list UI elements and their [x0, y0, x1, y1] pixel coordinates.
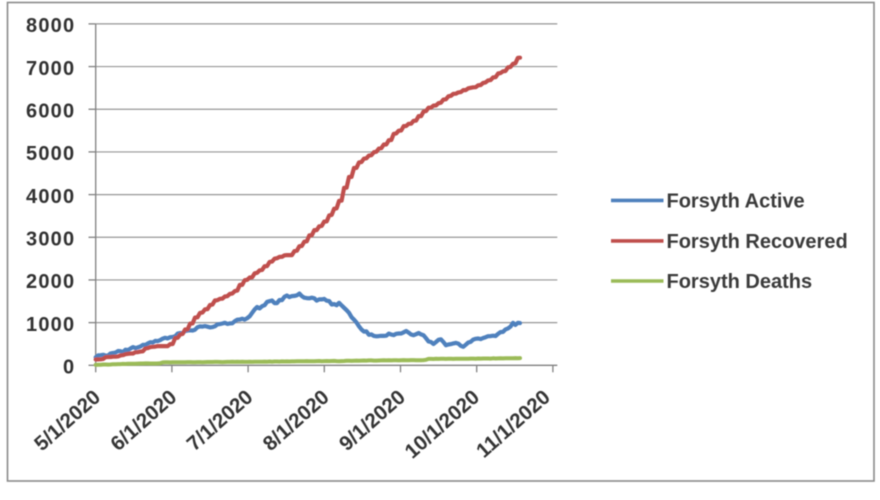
svg-text:6000: 6000: [26, 101, 75, 123]
svg-text:4000: 4000: [26, 186, 75, 208]
svg-text:3000: 3000: [26, 229, 75, 251]
svg-text:5000: 5000: [26, 143, 75, 165]
svg-text:Forsyth Deaths: Forsyth Deaths: [667, 271, 813, 293]
svg-text:1000: 1000: [26, 314, 75, 336]
svg-text:Forsyth Active: Forsyth Active: [667, 191, 805, 213]
svg-text:Forsyth Recovered: Forsyth Recovered: [667, 231, 848, 253]
svg-text:7000: 7000: [26, 58, 75, 80]
svg-text:0: 0: [63, 357, 75, 379]
svg-text:2000: 2000: [26, 271, 75, 293]
svg-text:8000: 8000: [26, 15, 75, 37]
